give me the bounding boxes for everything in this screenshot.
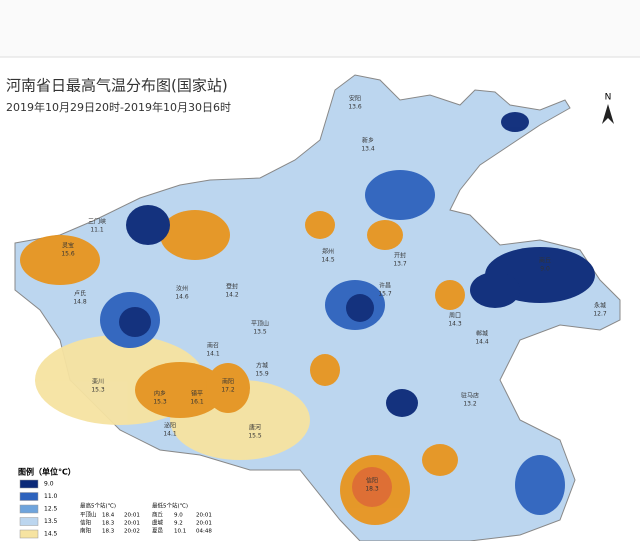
rank-cell: 夏邑 xyxy=(152,528,164,535)
rank-cell: 04:48 xyxy=(196,529,212,535)
station-name: 驻马店 xyxy=(461,392,479,400)
temperature-zones xyxy=(20,112,595,525)
station-value: 15.3 xyxy=(153,399,167,406)
station-name: 唐河 xyxy=(249,424,261,432)
north-label: N xyxy=(605,93,612,103)
map-subtitle: 2019年10月29日20时-2019年10月30日6时 xyxy=(6,100,231,114)
station-value: 14.1 xyxy=(163,431,177,438)
station-name: 登封 xyxy=(226,283,238,291)
rank-cell: 18.3 xyxy=(102,521,115,527)
station-value: 17.2 xyxy=(221,387,235,394)
station-name: 汝州 xyxy=(176,285,188,293)
rank-title: 最高5个站(℃) xyxy=(80,502,116,510)
station-value: 14.6 xyxy=(175,294,189,301)
north-arrow xyxy=(602,104,614,124)
rank-cell: 10.1 xyxy=(174,529,186,535)
station-name: 灵宝 xyxy=(62,242,74,250)
rank-cell: 20:01 xyxy=(196,521,212,527)
rank-cell: 商丘 xyxy=(152,511,164,519)
station-name: 郑州 xyxy=(322,248,334,256)
station-name: 永城 xyxy=(594,302,606,310)
station-name: 内乡 xyxy=(154,390,166,398)
rank-title: 最低5个站(℃) xyxy=(152,502,188,510)
station-name: 许昌 xyxy=(379,282,391,290)
rank-cell: 20:01 xyxy=(124,513,140,519)
station-name: 平顶山 xyxy=(251,320,269,328)
top-band xyxy=(0,0,640,57)
station-value: 12.7 xyxy=(593,311,607,318)
station-value: 14.8 xyxy=(73,299,87,306)
rank-cell: 信阳 xyxy=(80,519,91,527)
station-value: 14.2 xyxy=(225,292,239,299)
rank-cell: 9.0 xyxy=(174,513,183,519)
station-name: 卢氏 xyxy=(74,290,86,298)
station-name: 新乡 xyxy=(362,137,374,145)
station-value: 15.5 xyxy=(248,433,262,440)
legend-swatch xyxy=(19,517,39,526)
station-value: 15.3 xyxy=(91,387,105,394)
station-value: 11.1 xyxy=(90,227,104,234)
station-name: 镇平 xyxy=(191,390,203,398)
province-outline xyxy=(14,74,621,542)
station-value: 14.3 xyxy=(448,321,462,328)
legend-title: 图例（单位℃） xyxy=(18,467,76,477)
station-name: 栾川 xyxy=(92,378,104,386)
rank-cell: 20:01 xyxy=(196,513,212,519)
station-name: 南召 xyxy=(207,342,219,350)
station-name: 周口 xyxy=(449,313,461,320)
legend: 9.0 11.0 12.5 13.5 14.5 xyxy=(19,479,58,539)
legend-swatch xyxy=(19,479,39,489)
station-value: 13.7 xyxy=(393,261,407,268)
legend-label: 12.5 xyxy=(44,506,58,513)
rank-cell: 虞城 xyxy=(152,519,164,527)
station-value: 14.4 xyxy=(475,339,489,346)
station-name: 郸城 xyxy=(476,330,488,338)
station-labels: 灵宝15.6三门峡11.1卢氏14.8栾川15.3内乡15.3镇平16.1南阳1… xyxy=(61,95,607,493)
station-name: 商丘 xyxy=(539,257,551,265)
station-value: 9.0 xyxy=(540,266,550,273)
station-name: 信阳 xyxy=(366,477,378,485)
legend-label: 11.0 xyxy=(44,493,58,500)
rank-cell: 南阳 xyxy=(80,527,91,535)
map-title: 河南省日最高气温分布图(国家站) xyxy=(6,77,228,95)
rank-cell: 20:02 xyxy=(124,529,140,535)
rank-tables: 最高5个站(℃)平顶山 18.4 20:01 信阳 18.3 20:01 南阳 18.3 20:… xyxy=(80,502,212,535)
station-value: 16.1 xyxy=(190,399,204,406)
legend-label: 14.5 xyxy=(44,531,58,538)
legend-label: 13.5 xyxy=(44,518,58,525)
station-name: 方城 xyxy=(256,362,268,370)
legend-swatch xyxy=(19,492,39,501)
station-value: 15.6 xyxy=(61,251,75,258)
station-name: 开封 xyxy=(394,252,406,260)
station-name: 三门峡 xyxy=(88,218,106,226)
rank-cell: 20:01 xyxy=(124,521,140,527)
station-value: 15.7 xyxy=(378,291,392,298)
station-name: 安阳 xyxy=(349,95,361,103)
station-value: 14.5 xyxy=(321,257,335,264)
station-value: 18.3 xyxy=(365,486,379,493)
station-value: 14.1 xyxy=(206,351,220,358)
legend-swatch xyxy=(19,504,39,514)
station-name: 南阳 xyxy=(222,378,234,386)
rank-cell: 18.4 xyxy=(102,513,115,519)
station-value: 15.9 xyxy=(255,371,269,378)
legend-swatch xyxy=(19,529,39,539)
station-value: 13.4 xyxy=(361,146,375,153)
rank-cell: 平顶山 xyxy=(80,511,97,519)
station-value: 13.6 xyxy=(348,104,362,111)
rank-cell: 18.3 xyxy=(102,529,115,535)
station-value: 13.2 xyxy=(463,401,477,408)
legend-label: 9.0 xyxy=(44,481,54,488)
station-name: 泌阳 xyxy=(164,422,176,430)
station-value: 13.5 xyxy=(253,329,267,336)
rank-cell: 9.2 xyxy=(174,521,183,527)
